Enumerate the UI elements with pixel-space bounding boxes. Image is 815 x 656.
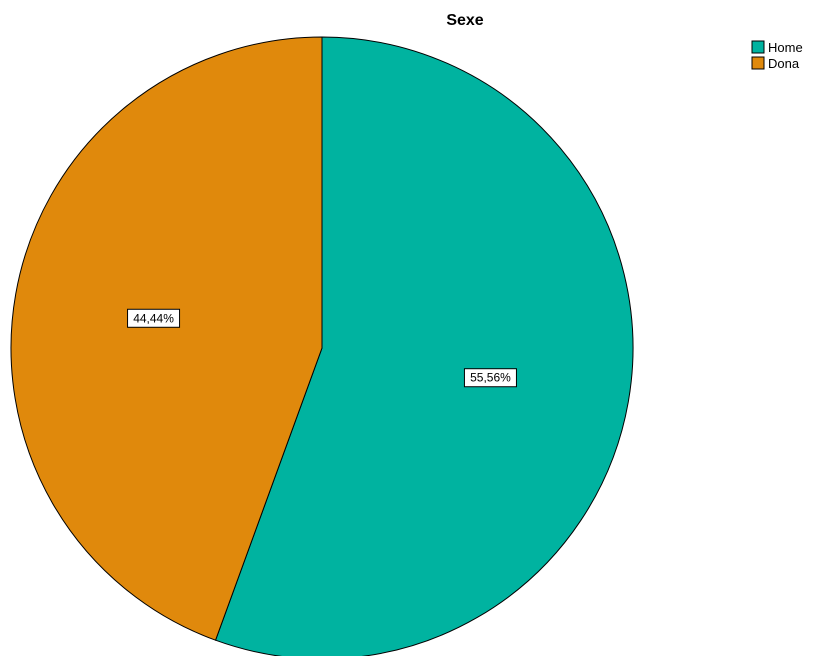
pie-slices bbox=[10, 36, 634, 656]
svg-text:44,44%: 44,44% bbox=[133, 311, 174, 325]
legend-swatch bbox=[751, 56, 765, 70]
legend-item-home: Home bbox=[751, 40, 803, 55]
chart-title: Sexe bbox=[446, 12, 483, 29]
pie-slice-dona bbox=[10, 36, 323, 641]
legend-swatch bbox=[751, 40, 765, 54]
data-label-home: 55,56% bbox=[463, 368, 517, 388]
pie-slice-home bbox=[214, 36, 634, 656]
data-label-dona: 44,44% bbox=[127, 308, 181, 328]
data-labels: 55,56% 44,44% bbox=[127, 308, 517, 388]
svg-text:55,56%: 55,56% bbox=[470, 371, 511, 385]
legend-label: Home bbox=[768, 40, 803, 55]
legend-item-dona: Dona bbox=[751, 56, 800, 71]
legend-label: Dona bbox=[768, 56, 800, 71]
